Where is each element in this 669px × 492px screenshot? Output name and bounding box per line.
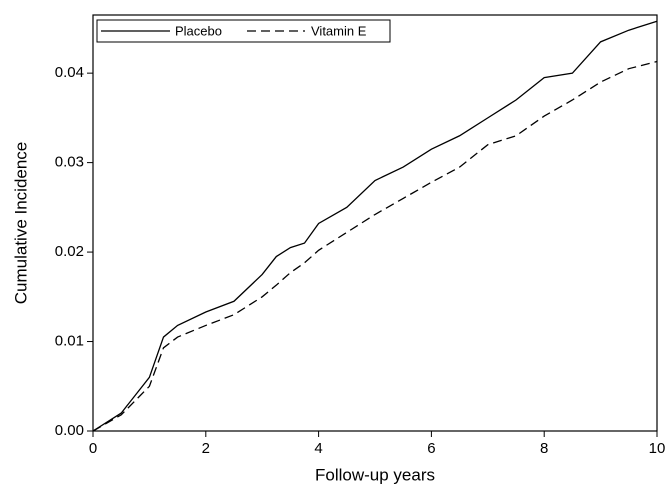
y-tick-label: 0.00 [55,422,84,439]
y-tick-label: 0.01 [55,333,84,350]
y-axis-label: Cumulative Incidence [11,142,30,305]
y-tick-label: 0.04 [55,64,84,81]
x-tick-label: 6 [427,440,435,457]
legend-box [96,19,391,43]
plot-frame [92,14,658,432]
x-tick-label: 4 [314,440,322,457]
x-tick-label: 8 [540,440,548,457]
x-tick-label: 10 [649,440,666,457]
x-tick-label: 2 [202,440,210,457]
y-tick-label: 0.03 [55,154,84,171]
legend-label: Vitamin E [311,23,367,38]
x-axis-label: Follow-up years [315,465,435,484]
x-tick-label: 0 [89,440,97,457]
legend-label: Placebo [175,23,222,38]
series-line [92,20,658,432]
series-line [92,60,658,432]
y-tick-label: 0.02 [55,243,84,260]
